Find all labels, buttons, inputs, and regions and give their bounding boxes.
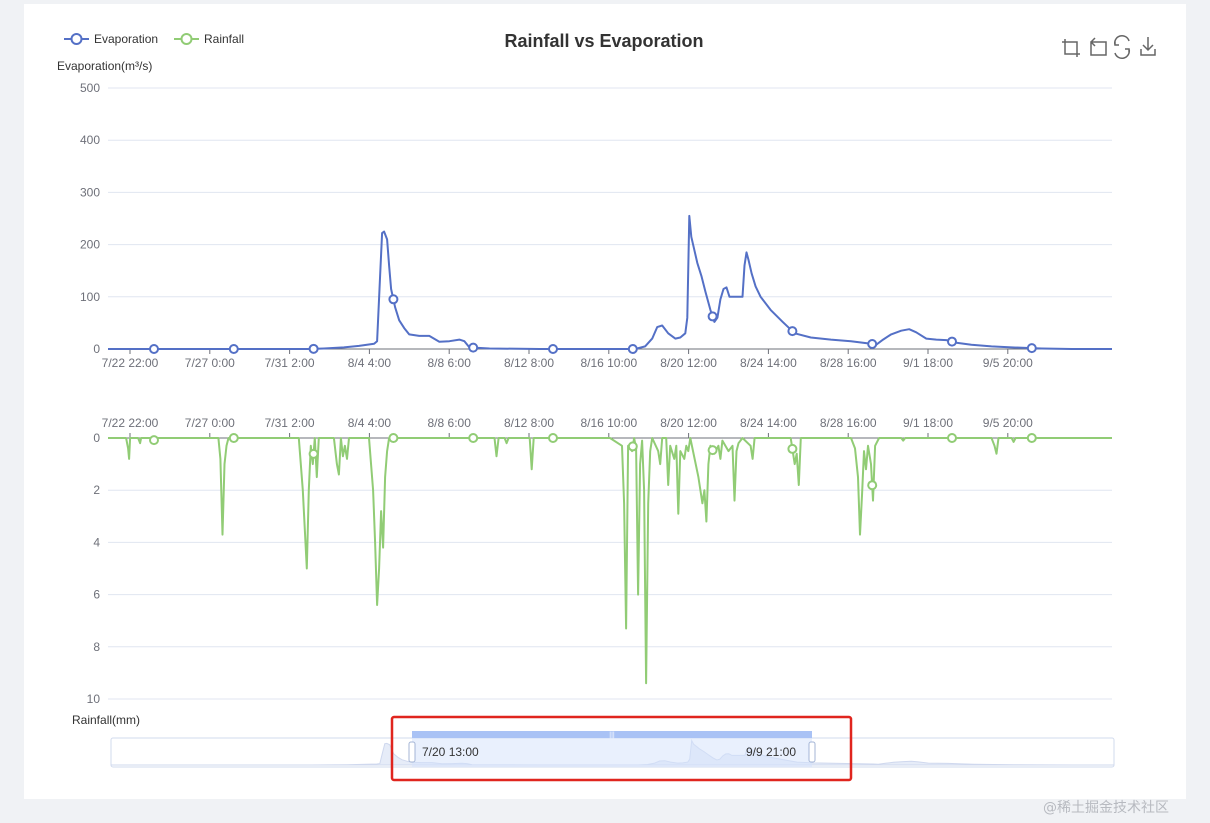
toolbox bbox=[1061, 35, 1163, 60]
highlight-box bbox=[390, 715, 853, 782]
y-tick-label: 100 bbox=[80, 290, 100, 304]
data-zoom-start-label: 7/20 13:00 bbox=[422, 745, 479, 759]
y-tick-label: 300 bbox=[80, 185, 100, 199]
y-tick-label: 200 bbox=[80, 238, 100, 252]
x-tick-label: 8/16 10:00 bbox=[580, 356, 637, 370]
evaporation-markers bbox=[149, 294, 1037, 354]
rainfall-marker bbox=[308, 448, 319, 459]
evaporation-series-line bbox=[108, 214, 1112, 350]
rainfall-marker bbox=[468, 433, 479, 443]
watermark-text: @稀土掘金技术社区 bbox=[1043, 800, 1169, 816]
x-tick-label: 8/28 16:00 bbox=[820, 416, 877, 430]
legend: Evaporation Rainfall bbox=[64, 32, 244, 46]
evaporation-marker bbox=[707, 311, 718, 322]
legend-evaporation-label: Evaporation bbox=[94, 32, 158, 46]
data-zoom-move-grip: ||| bbox=[609, 732, 615, 739]
rainfall-marker bbox=[388, 433, 399, 443]
x-tick-label: 8/12 8:00 bbox=[504, 356, 554, 370]
x-tick-label: 8/28 16:00 bbox=[820, 356, 877, 370]
chart-canvas: Rainfall vs Evaporation Evaporation Rain… bbox=[57, 31, 1163, 782]
legend-item-evaporation[interactable]: Evaporation bbox=[64, 32, 158, 46]
y-tick-label: 2 bbox=[93, 483, 100, 497]
y-tick-label: 0 bbox=[93, 342, 100, 356]
rainfall-marker bbox=[867, 480, 878, 491]
evaporation-marker bbox=[1026, 343, 1037, 354]
legend-rainfall-label: Rainfall bbox=[204, 32, 244, 46]
evaporation-marker bbox=[149, 344, 159, 354]
x-axis-evaporation: 7/22 22:00 7/27 0:00 7/31 2:00 8/4 4:00 8/8 … bbox=[102, 349, 1033, 370]
x-tick-label: 7/31 2:00 bbox=[265, 416, 315, 430]
evaporation-marker bbox=[548, 344, 558, 354]
legend-item-rainfall[interactable]: Rainfall bbox=[174, 32, 244, 46]
x-tick-label: 8/12 8:00 bbox=[504, 416, 554, 430]
y-tick-label: 400 bbox=[80, 133, 100, 147]
chart-card: Rainfall vs Evaporation Evaporation Rain… bbox=[24, 4, 1186, 799]
y-tick-label: 500 bbox=[80, 81, 100, 95]
x-tick-label: 8/20 12:00 bbox=[660, 416, 717, 430]
evaporation-marker bbox=[468, 342, 479, 353]
x-tick-label: 9/5 20:00 bbox=[983, 356, 1033, 370]
x-tick-label: 7/22 22:00 bbox=[102, 356, 159, 370]
rainfall-marker bbox=[947, 433, 957, 443]
x-axis-rainfall: 7/22 22:00 7/27 0:00 7/31 2:00 8/4 4:00 8/8 … bbox=[102, 416, 1033, 438]
y-tick-label: 4 bbox=[93, 535, 100, 549]
zoom-reset-icon[interactable] bbox=[1087, 36, 1111, 60]
evaporation-marker bbox=[228, 344, 239, 354]
rainfall-marker bbox=[149, 435, 159, 446]
data-zoom-start-handle[interactable] bbox=[408, 741, 416, 763]
evaporation-marker bbox=[627, 344, 638, 354]
y-axis-name-rainfall: Rainfall(mm) bbox=[72, 713, 140, 727]
x-tick-label: 9/1 18:00 bbox=[903, 416, 953, 430]
watermark: @稀土掘金技术社区 bbox=[1043, 797, 1169, 817]
y-axis-rainfall: 0 2 4 6 8 10 bbox=[87, 431, 101, 706]
x-tick-label: 7/27 0:00 bbox=[185, 356, 235, 370]
y-tick-label: 8 bbox=[93, 640, 100, 654]
y-axis-evaporation: 0 100 200 300 400 500 bbox=[80, 81, 100, 356]
x-tick-label: 8/8 6:00 bbox=[428, 416, 472, 430]
x-tick-label: 8/4 4:00 bbox=[348, 416, 392, 430]
x-tick-label: 8/20 12:00 bbox=[660, 356, 717, 370]
rainfall-markers bbox=[149, 433, 1037, 491]
evaporation-marker bbox=[388, 294, 399, 305]
x-tick-label: 8/8 6:00 bbox=[428, 356, 472, 370]
rainfall-marker bbox=[548, 433, 558, 443]
rainfall-grid bbox=[108, 437, 1112, 700]
rainfall-marker bbox=[228, 433, 239, 443]
y-tick-label: 0 bbox=[93, 431, 100, 445]
x-tick-label: 8/24 14:00 bbox=[740, 416, 797, 430]
chart-title: Rainfall vs Evaporation bbox=[504, 31, 703, 51]
rainfall-marker bbox=[707, 445, 718, 456]
evaporation-marker bbox=[308, 343, 319, 354]
evaporation-grid bbox=[108, 87, 1112, 350]
rainfall-marker bbox=[787, 443, 798, 454]
y-tick-label: 6 bbox=[93, 588, 100, 602]
x-tick-label: 7/31 2:00 bbox=[265, 356, 315, 370]
data-zoom-selected-range[interactable] bbox=[412, 738, 812, 767]
x-tick-label: 8/16 10:00 bbox=[580, 416, 637, 430]
evaporation-marker bbox=[787, 326, 798, 337]
x-tick-label: 8/4 4:00 bbox=[348, 356, 392, 370]
legend-rainfall-marker bbox=[180, 33, 193, 45]
evaporation-marker bbox=[947, 336, 957, 347]
restore-icon[interactable] bbox=[1113, 35, 1137, 60]
data-zoom-end-handle[interactable] bbox=[808, 741, 816, 763]
data-zoom-slider[interactable]: ||| 7/20 13:00 9/9 21:00 bbox=[110, 731, 1115, 768]
x-tick-label: 9/1 18:00 bbox=[903, 356, 953, 370]
data-zoom-move-handle[interactable] bbox=[412, 731, 812, 738]
x-tick-label: 9/5 20:00 bbox=[983, 416, 1033, 430]
x-tick-label: 7/22 22:00 bbox=[102, 416, 159, 430]
rainfall-marker bbox=[627, 441, 638, 452]
data-zoom-end-label: 9/9 21:00 bbox=[746, 745, 796, 759]
x-tick-label: 8/24 14:00 bbox=[740, 356, 797, 370]
x-tick-label: 7/27 0:00 bbox=[185, 416, 235, 430]
y-axis-name-evaporation: Evaporation(m³/s) bbox=[57, 59, 152, 73]
evaporation-marker bbox=[867, 339, 878, 350]
y-tick-label: 10 bbox=[87, 692, 101, 706]
rainfall-marker bbox=[1026, 433, 1037, 443]
zoom-icon[interactable] bbox=[1061, 36, 1085, 60]
legend-evaporation-marker bbox=[70, 33, 83, 45]
save-image-icon[interactable] bbox=[1139, 36, 1163, 60]
